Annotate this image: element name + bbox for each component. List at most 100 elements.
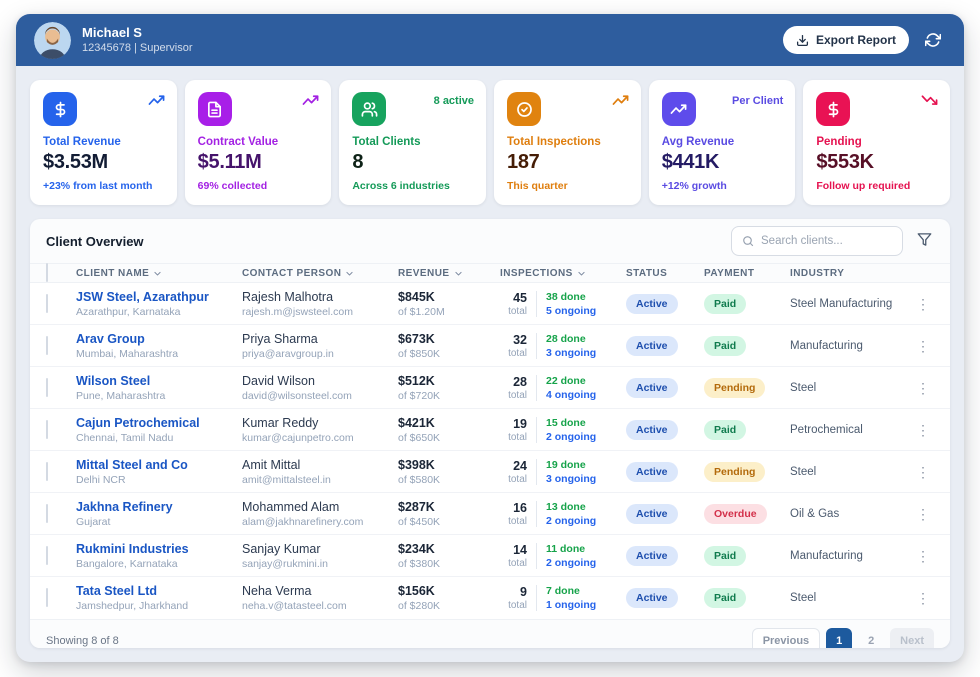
client-name-link[interactable]: Arav Group bbox=[76, 331, 145, 346]
client-location: Gujarat bbox=[76, 515, 111, 528]
stat-card-contract-value[interactable]: Contract Value $5.11M 69% collected bbox=[184, 80, 332, 205]
inspections-count: 14 total bbox=[500, 543, 527, 569]
inspections-breakdown: 11 done 2 ongoing bbox=[536, 542, 596, 569]
client-location: Mumbai, Maharashtra bbox=[76, 347, 179, 360]
inspections-breakdown: 7 done 1 ongoing bbox=[536, 585, 596, 611]
stat-card-avg-revenue[interactable]: Per Client Avg Revenue $441K +12% growth bbox=[648, 80, 796, 205]
row-checkbox[interactable] bbox=[46, 419, 48, 439]
client-name-link[interactable]: Rukmini Industries bbox=[76, 541, 189, 556]
revenue-target: of $580K bbox=[398, 473, 441, 486]
contact-cell: Kumar Reddy kumar@cajunpetro.com bbox=[242, 416, 398, 444]
client-name-link[interactable]: Wilson Steel bbox=[76, 373, 151, 388]
revenue-cell: $287K of $450K bbox=[398, 500, 500, 528]
table-body: JSW Steel, Azarathpur Azarathpur, Karnata… bbox=[30, 283, 950, 619]
row-checkbox-cell bbox=[46, 503, 76, 523]
payment-badge: Paid bbox=[704, 293, 747, 314]
inspections-done: 7 done bbox=[546, 585, 580, 597]
table-row: JSW Steel, Azarathpur Azarathpur, Karnata… bbox=[30, 283, 950, 325]
inspections-ongoing: 1 ongoing bbox=[546, 599, 597, 611]
row-checkbox[interactable] bbox=[46, 335, 48, 355]
client-location: Jamshedpur, Jharkhand bbox=[76, 600, 189, 612]
stat-card-top bbox=[816, 92, 938, 126]
row-menu-button[interactable]: ⋮ bbox=[912, 293, 934, 315]
column-header-revenue[interactable]: Revenue bbox=[398, 268, 500, 279]
row-menu-button[interactable]: ⋮ bbox=[912, 377, 934, 399]
page-button-previous[interactable]: Previous bbox=[751, 628, 821, 648]
dollar-icon-tile bbox=[816, 92, 851, 126]
client-name-link[interactable]: Cajun Petrochemical bbox=[76, 415, 200, 430]
row-checkbox[interactable] bbox=[46, 293, 48, 313]
contact-name: Mohammed Alam bbox=[242, 499, 340, 514]
revenue-value: $421K bbox=[398, 415, 435, 430]
row-checkbox[interactable] bbox=[46, 461, 48, 481]
trend-up-indicator bbox=[148, 92, 165, 114]
industry-label: Oil & Gas bbox=[790, 507, 840, 520]
column-header-contact-person[interactable]: Contact Person bbox=[242, 268, 398, 279]
inspections-total-label: total bbox=[508, 515, 527, 527]
stat-card-total-clients[interactable]: 8 active Total Clients 8 Across 6 industrie… bbox=[339, 80, 487, 205]
revenue-value: $398K bbox=[398, 457, 435, 472]
payment-badge: Paid bbox=[704, 588, 747, 608]
export-report-button[interactable]: Export Report bbox=[782, 26, 909, 54]
header-checkbox-cell bbox=[46, 263, 76, 282]
column-header-inspections[interactable]: Inspections bbox=[500, 268, 626, 279]
inspections-cell: 14 total 11 done 2 ongoing bbox=[500, 542, 626, 569]
refresh-button[interactable] bbox=[920, 27, 946, 53]
row-checkbox[interactable] bbox=[46, 377, 48, 397]
column-header-client-name[interactable]: Client Name bbox=[76, 268, 242, 279]
industry-label: Manufacturing bbox=[790, 549, 863, 562]
stat-card-total-inspections[interactable]: Total Inspections 187 This quarter bbox=[494, 80, 641, 205]
status-badge: Active bbox=[626, 545, 678, 566]
inspections-done: 11 done bbox=[546, 542, 586, 555]
row-menu-button[interactable]: ⋮ bbox=[912, 335, 934, 357]
stat-cards-row: Total Revenue $3.53M +23% from last month C… bbox=[16, 66, 964, 205]
table-row: Mittal Steel and Co Delhi NCR Amit Mittal a… bbox=[30, 451, 950, 493]
row-menu-button[interactable]: ⋮ bbox=[912, 503, 934, 525]
contact-email: amit@mittalsteel.in bbox=[242, 473, 331, 486]
revenue-target: of $450K bbox=[398, 515, 441, 528]
select-all-checkbox[interactable] bbox=[46, 263, 48, 282]
row-menu-button[interactable]: ⋮ bbox=[912, 461, 934, 483]
file-icon-tile bbox=[197, 92, 232, 126]
dollar-icon bbox=[55, 101, 65, 117]
row-checkbox[interactable] bbox=[46, 545, 48, 565]
clock-icon-tile bbox=[507, 92, 542, 126]
user-info: Michael S 12345678 | Supervisor bbox=[82, 25, 193, 56]
payment-cell: Paid bbox=[704, 293, 790, 314]
contact-cell: Neha Verma neha.v@tatasteel.com bbox=[242, 584, 398, 612]
inspections-cell: 45 total 38 done 5 ongoing bbox=[500, 290, 626, 317]
stat-card-total-revenue[interactable]: Total Revenue $3.53M +23% from last month bbox=[30, 80, 177, 205]
row-checkbox-cell bbox=[46, 377, 76, 397]
page-button-2[interactable]: 2 bbox=[858, 628, 884, 648]
stat-value: 187 bbox=[507, 151, 540, 173]
client-name-link[interactable]: Mittal Steel and Co bbox=[76, 457, 188, 472]
clock-icon bbox=[516, 101, 532, 117]
stat-subtitle: Across 6 industries bbox=[352, 180, 450, 192]
dollar-icon-tile bbox=[43, 92, 77, 126]
client-cell: JSW Steel, Azarathpur Azarathpur, Karnata… bbox=[76, 290, 242, 318]
row-checkbox[interactable] bbox=[46, 588, 48, 607]
revenue-cell: $421K of $650K bbox=[398, 416, 500, 444]
client-name-link[interactable]: JSW Steel, Azarathpur bbox=[76, 289, 209, 304]
client-name-link[interactable]: Jakhna Refinery bbox=[76, 499, 173, 514]
contact-name: Neha Verma bbox=[242, 584, 312, 598]
revenue-value: $287K bbox=[398, 499, 435, 514]
client-name-link[interactable]: Tata Steel Ltd bbox=[76, 584, 158, 598]
row-menu-button[interactable]: ⋮ bbox=[912, 545, 934, 567]
row-menu-button[interactable]: ⋮ bbox=[912, 419, 934, 441]
stat-card-top bbox=[43, 92, 165, 126]
revenue-target: of $850K bbox=[398, 347, 441, 360]
user-avatar[interactable] bbox=[34, 21, 71, 59]
search-input[interactable] bbox=[761, 235, 892, 247]
user-meta: 12345678 | Supervisor bbox=[82, 41, 193, 54]
trend-up-icon bbox=[612, 95, 629, 105]
stat-card-top: Per Client bbox=[661, 92, 783, 126]
payment-cell: Paid bbox=[704, 419, 790, 440]
stat-card-top: 8 active bbox=[352, 92, 474, 126]
row-checkbox[interactable] bbox=[46, 503, 48, 523]
page-button-1[interactable]: 1 bbox=[826, 628, 853, 648]
stat-card-pending[interactable]: Pending $553K Follow up required bbox=[803, 80, 951, 205]
filter-button[interactable] bbox=[915, 230, 934, 252]
inspections-number: 32 bbox=[513, 332, 527, 347]
row-menu-button[interactable]: ⋮ bbox=[912, 587, 934, 609]
